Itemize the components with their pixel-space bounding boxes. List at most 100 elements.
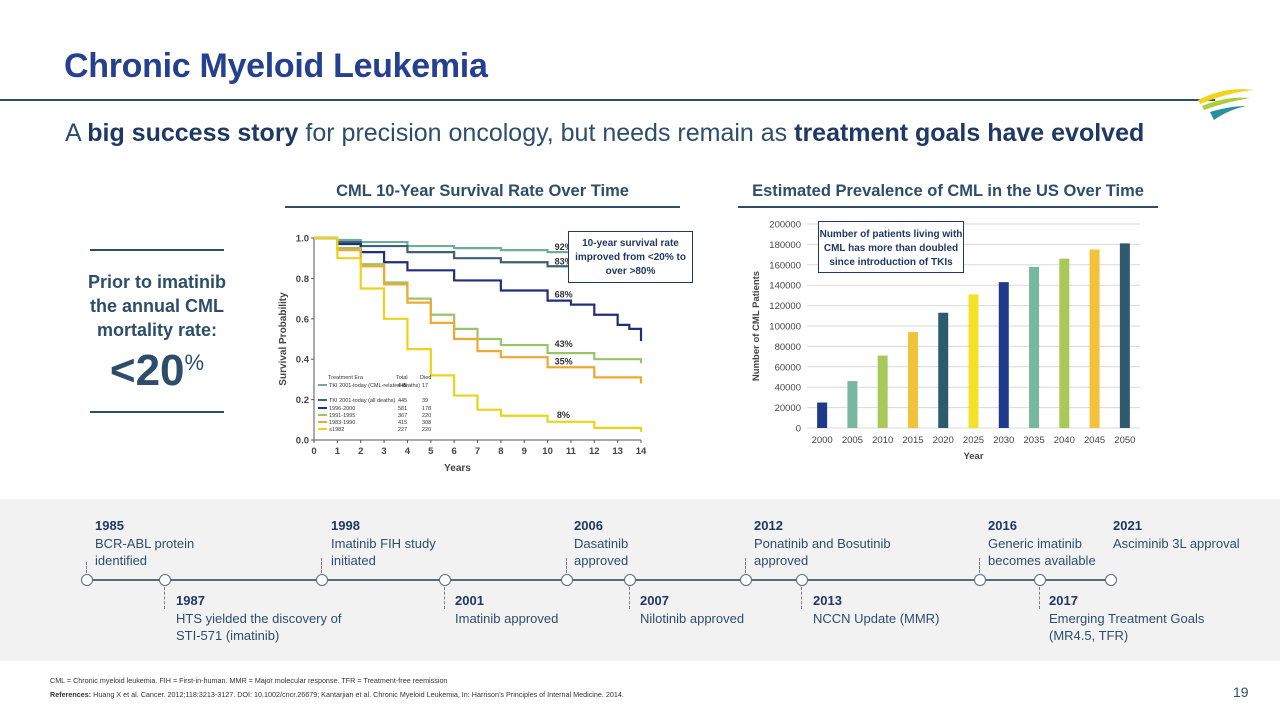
survival-series-label: 83% [555,256,573,266]
legend-died: 220 [422,413,431,419]
y-tick-label: 80000 [775,342,801,353]
timeline-event-2013: 2013 NCCN Update (MMR) [813,592,973,627]
y-tick-label: 180000 [769,240,801,251]
x-tick-label: 3 [381,446,386,457]
prevalence-bar [877,355,888,428]
legend-label: 1996-2000 [329,406,355,412]
legend-died: 178 [422,406,431,412]
prevalence-bar [1089,249,1100,428]
timeline-year: 2016 [988,518,1017,533]
timeline-node-2021 [1105,574,1117,586]
x-tick-label: 7 [475,446,480,457]
legend-died: 220 [422,427,431,433]
prevalence-x-label: Year [963,451,983,462]
timeline-text: NCCN Update (MMR) [813,610,940,626]
stat-top-rule [90,249,224,251]
prevalence-bar [1059,258,1070,428]
timeline-node-1985 [81,574,93,586]
y-tick-label: 0 [796,424,801,435]
legend-header-total: Total [396,375,408,381]
references-label: References: [50,690,92,699]
legend-label: TKI 2001-today (all deaths) [329,398,396,404]
timeline-text: HTS yielded the discovery of STI-571 (im… [176,610,342,644]
survival-callout: 10-year survival rate improved from <20%… [568,231,693,283]
timeline-year: 2013 [813,593,842,608]
y-tick-label: 60000 [775,362,801,373]
prevalence-bar [817,402,828,428]
survival-heading-rule [285,206,680,208]
legend-total: 445 [398,383,407,389]
timeline-text: Dasatinib approved [574,535,629,569]
x-tick-label: 10 [542,446,553,457]
timeline-connector [745,558,746,573]
x-tick-label: 2040 [1054,435,1075,446]
subtitle-emphasis-2: treatment goals have evolved [794,119,1145,147]
x-tick-label: 13 [612,446,623,457]
slide-subtitle: A big success story for precision oncolo… [65,119,1144,148]
legend-total: 415 [398,420,407,426]
timeline-node-2012 [740,574,752,586]
stat-number: <20 [109,346,185,395]
x-tick-label: 9 [522,446,527,457]
timeline-text: Generic imatinib becomes available [988,535,1096,569]
timeline-event-2007: 2007 Nilotinib approved [640,592,790,627]
timeline-text: Nilotinib approved [640,610,745,626]
x-tick-label: 2005 [842,435,863,446]
survival-chart-heading: CML 10-Year Survival Rate Over Time [336,182,629,200]
x-tick-label: 1 [335,446,341,457]
timeline-axis [87,579,1113,581]
legend-label: TKI 2001-today (CML-related deaths) [329,383,420,389]
page-title: Chronic Myeloid Leukemia [64,47,488,85]
timeline-connector [1039,587,1040,609]
timeline-text: Imatinib FIH study initiated [331,535,436,569]
timeline-event-2012: 2012 Ponatinib and Bosutinib approved [754,517,914,570]
timeline-year: 1987 [176,593,205,608]
y-tick-label: 200000 [769,220,801,231]
timeline-node-2013 [796,574,808,586]
subtitle-text-1: A [65,119,88,147]
x-tick-label: 11 [566,446,577,457]
x-tick-label: 2035 [1023,435,1044,446]
timeline-event-2017: 2017 Emerging Treatment Goals (MR4.5, TFR… [1049,592,1229,645]
x-tick-label: 2020 [933,435,954,446]
prevalence-y-label: Number of CML Patients [751,271,762,381]
x-tick-label: 2025 [963,435,984,446]
logo-swoosh-yellow [1198,89,1254,104]
y-tick-label: 140000 [769,281,801,292]
timeline-node-2007 [624,574,636,586]
x-tick-label: 12 [589,446,600,457]
x-tick-label: 2015 [902,435,923,446]
legend-label: 1983-1990 [329,420,355,426]
timeline-connector [979,558,980,573]
timeline-year: 1985 [95,518,124,533]
y-tick-label: 0.0 [296,436,309,447]
survival-series-label: 8% [557,410,570,420]
x-tick-label: 8 [498,446,503,457]
x-tick-label: 2010 [872,435,893,446]
prevalence-chart-heading: Estimated Prevalence of CML in the US Ov… [752,182,1144,200]
timeline-text: Imatinib approved [455,610,559,626]
timeline-node-2016 [974,574,986,586]
timeline-event-2006: 2006 Dasatinib approved [574,517,654,570]
page-number: 19 [1233,684,1249,700]
survival-series-label: 68% [555,290,573,300]
prevalence-bar [847,381,858,428]
prevalence-bar [907,332,918,428]
y-tick-label: 0.6 [296,314,309,325]
legend-total: 445 [398,398,407,404]
x-tick-label: 6 [451,446,456,457]
y-tick-label: 120000 [769,301,801,312]
legend-total: 367 [398,413,407,419]
title-divider [0,99,1215,101]
timeline-text: BCR-ABL protein identified [95,535,195,569]
survival-y-label: Survival Probability [278,292,289,386]
prevalence-bar [968,294,979,428]
y-tick-label: 1.0 [296,234,309,245]
subtitle-text-2: for precision oncology, but needs remain… [298,119,795,147]
y-tick-label: 100000 [769,322,801,333]
legend-header-died: Died [420,375,431,381]
timeline-event-2016: 2016 Generic imatinib becomes available [988,517,1108,570]
x-tick-label: 2 [358,446,363,457]
survival-series-label: 35% [555,356,573,366]
timeline-text: Asciminib 3L approval [1113,535,1240,551]
